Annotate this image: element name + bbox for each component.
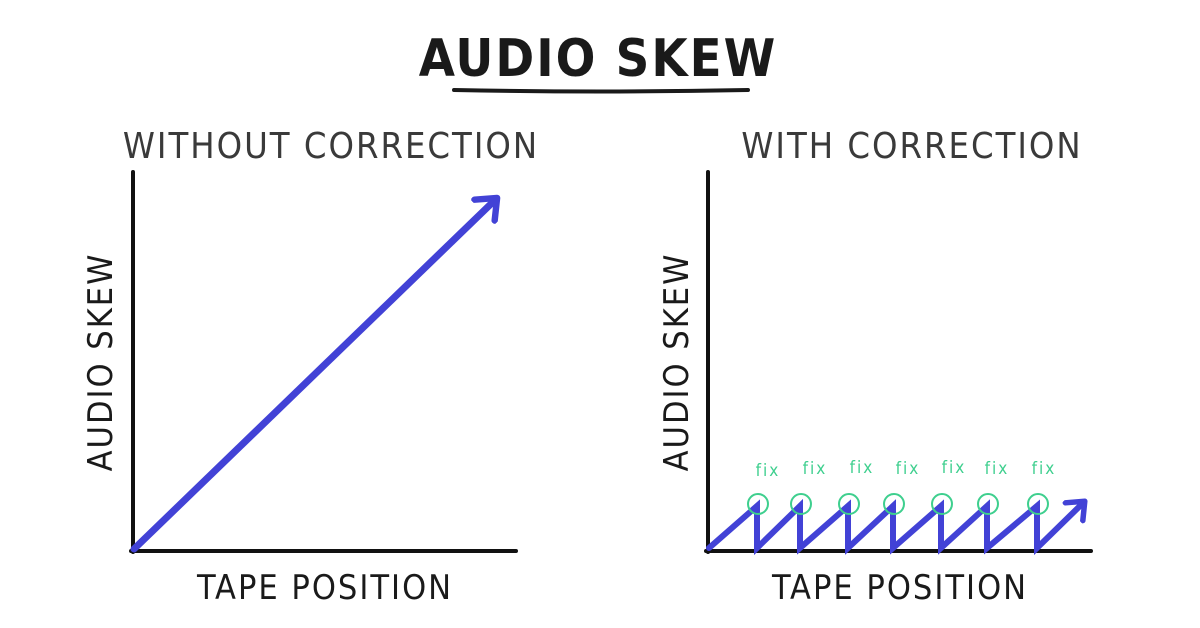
fix-labels: fix fix fix fix fix fix fix xyxy=(756,458,1057,481)
panel-subtitle: WITH CORRECTION xyxy=(741,126,1082,167)
y-axis-label: AUDIO SKEW xyxy=(81,253,121,472)
fix-label: fix xyxy=(850,458,875,478)
fix-label: fix xyxy=(803,459,828,479)
panel-without-correction: WITHOUT CORRECTION AUDIO SKEW TAPE POSIT… xyxy=(81,126,539,608)
fix-circle xyxy=(838,493,860,515)
fix-circle xyxy=(883,493,905,515)
skew-line xyxy=(130,200,495,553)
fix-label: fix xyxy=(985,459,1010,479)
fix-label: fix xyxy=(756,461,781,481)
fix-label: fix xyxy=(942,458,967,478)
fix-circle xyxy=(747,493,769,515)
fix-circle xyxy=(790,493,812,515)
fix-markers xyxy=(747,493,1049,515)
diagram-title: AUDIO SKEW xyxy=(419,29,777,89)
panel-subtitle: WITHOUT CORRECTION xyxy=(123,126,539,167)
fix-label: fix xyxy=(1032,459,1057,479)
fix-circle xyxy=(977,493,999,515)
fix-circle xyxy=(1027,493,1049,515)
x-axis-label: TAPE POSITION xyxy=(196,568,453,608)
x-axis-label: TAPE POSITION xyxy=(771,568,1028,608)
panel-with-correction: WITH CORRECTION AUDIO SKEW TAPE POSITION… xyxy=(657,126,1093,608)
y-axis-label: AUDIO SKEW xyxy=(657,253,697,472)
corrected-skew-line xyxy=(706,503,1083,556)
fix-label: fix xyxy=(896,459,921,479)
title-underline xyxy=(452,88,750,94)
fix-circle xyxy=(931,493,953,515)
